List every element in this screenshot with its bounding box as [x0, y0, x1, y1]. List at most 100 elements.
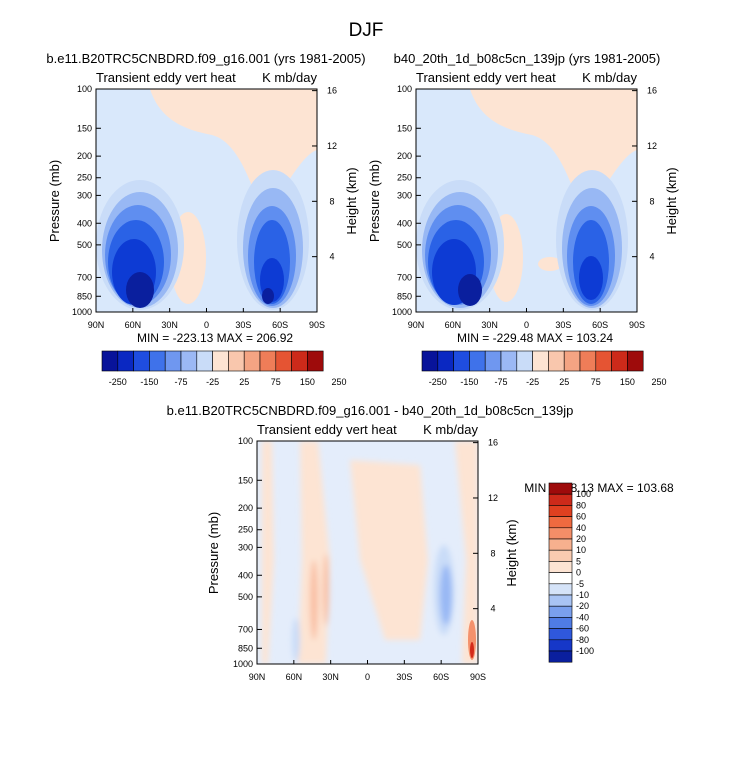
panel-2-heatmap	[416, 89, 637, 312]
y-tick-label: 300	[238, 542, 253, 552]
y-tick-label: 700	[397, 272, 412, 282]
panel-1-sh-level-6	[262, 288, 274, 304]
y-tick-label: 500	[238, 592, 253, 602]
x-tick-label: 0	[365, 672, 370, 682]
y-tick-label: 150	[238, 475, 253, 485]
panel-3-subtitle-left: Transient eddy vert heat	[257, 422, 397, 437]
panel-2-subtitle-left: Transient eddy vert heat	[416, 70, 556, 85]
colorbar-swatch	[579, 350, 597, 372]
colorbar-label: -20	[576, 601, 589, 611]
x-tick-label: 30N	[481, 320, 498, 330]
y-right-tick-label: 16	[327, 86, 337, 96]
colorbar-swatch	[611, 350, 628, 372]
y-tick-label: 850	[77, 291, 92, 301]
y-tick-label: 500	[77, 240, 92, 250]
x-tick-label: 0	[204, 320, 209, 330]
colorbar-label: -75	[494, 377, 507, 387]
y-tick-label: 400	[77, 218, 92, 228]
colorbar-label: 10	[576, 545, 586, 555]
panel-3-ylabel: Pressure (mb)	[206, 512, 221, 594]
panel-3-ylabel-right: Height (km)	[504, 519, 519, 586]
colorbar-swatch	[548, 639, 573, 652]
panel-1-axes: 90N 60N 30N 0 30S 60S 90S 100 150 200 250 300 400 500…	[72, 84, 337, 330]
panel-3-positive-band-4	[455, 441, 478, 664]
y-tick-label: 250	[397, 173, 412, 183]
colorbar-swatch	[516, 350, 533, 372]
colorbar-label: 80	[576, 500, 586, 510]
y-tick-label: 400	[238, 570, 253, 580]
panel-1-ylabel-right: Height (km)	[344, 167, 359, 234]
panel-3-title: b.e11.B20TRC5CNBDRD.f09_g16.001 - b40_20…	[167, 403, 574, 418]
colorbar-swatch	[469, 350, 486, 372]
x-tick-label: 90N	[249, 672, 266, 682]
colorbar-swatch	[196, 350, 213, 372]
panel-1: b.e11.B20TRC5CNBDRD.f09_g16.001 (yrs 198…	[46, 51, 365, 387]
colorbar-label: 75	[591, 377, 601, 387]
x-tick-label: 30S	[396, 672, 412, 682]
panel-2-subtitle-right: K mb/day	[582, 70, 637, 85]
colorbar-swatch	[101, 350, 119, 372]
colorbar-swatch	[563, 350, 581, 372]
panel-2-stats: MIN = -229.48 MAX = 103.24	[457, 331, 613, 345]
panel-3-heatmap	[257, 441, 478, 664]
panel-3: b.e11.B20TRC5CNBDRD.f09_g16.001 - b40_20…	[167, 403, 674, 682]
y-right-tick-label: 4	[649, 252, 654, 262]
colorbar-swatch	[548, 583, 573, 596]
panel-3-positive-core-1	[310, 560, 318, 640]
y-tick-label: 1000	[392, 307, 412, 317]
y-tick-label: 300	[397, 190, 412, 200]
colorbar-swatch	[164, 350, 182, 372]
colorbar-label: -100	[576, 646, 594, 656]
panel-2: b40_20th_1d_b08c5cn_139jp (yrs 1981-2005…	[367, 51, 679, 387]
colorbar-label: 250	[331, 377, 346, 387]
x-tick-label: 60S	[272, 320, 288, 330]
panel-3-stats: MIN = -18.13 MAX = 103.68	[524, 481, 674, 495]
colorbar-swatch	[548, 650, 573, 663]
x-tick-label: 30N	[322, 672, 339, 682]
y-tick-label: 500	[397, 240, 412, 250]
colorbar-swatch	[437, 350, 454, 372]
y-right-tick-label: 8	[329, 196, 334, 206]
colorbar-swatch	[548, 617, 573, 629]
panel-2-ylabel-right: Height (km)	[664, 167, 679, 234]
y-tick-label: 700	[238, 624, 253, 634]
colorbar-swatch	[532, 350, 549, 372]
colorbar-swatch	[500, 350, 518, 372]
colorbar-swatch	[149, 350, 166, 372]
colorbar-swatch	[421, 350, 439, 372]
colorbar-label: 25	[239, 377, 249, 387]
colorbar-label: 150	[300, 377, 315, 387]
colorbar-swatch	[259, 350, 277, 372]
panel-3-subtitle-right: K mb/day	[423, 422, 478, 437]
colorbar-label: -80	[576, 635, 589, 645]
colorbar-label: 150	[620, 377, 635, 387]
x-tick-label: 60N	[445, 320, 462, 330]
colorbar-swatch	[212, 350, 229, 372]
colorbar-label: 0	[576, 568, 581, 578]
y-tick-label: 300	[77, 190, 92, 200]
colorbar-swatch	[548, 594, 573, 607]
y-tick-label: 1000	[233, 659, 253, 669]
y-right-tick-label: 12	[327, 141, 337, 151]
panel-1-ylabel: Pressure (mb)	[47, 160, 62, 242]
colorbar-swatch	[548, 516, 573, 529]
y-right-tick-label: 8	[490, 548, 495, 558]
colorbar-label: 20	[576, 534, 586, 544]
colorbar-label: -60	[576, 624, 589, 634]
y-right-tick-label: 16	[647, 86, 657, 96]
colorbar-label: -25	[206, 377, 219, 387]
y-tick-label: 100	[238, 436, 253, 446]
x-tick-label: 60N	[125, 320, 142, 330]
colorbar-swatch	[595, 350, 612, 372]
colorbar-swatch	[133, 350, 150, 372]
colorbar-swatch	[243, 350, 261, 372]
colorbar-label: 250	[651, 377, 666, 387]
colorbar-label: -250	[429, 377, 447, 387]
y-right-tick-label: 12	[488, 493, 498, 503]
panel-2-positive-spot	[538, 257, 562, 271]
colorbar-label: 60	[576, 512, 586, 522]
x-tick-label: 30S	[555, 320, 571, 330]
colorbar-label: -150	[140, 377, 158, 387]
